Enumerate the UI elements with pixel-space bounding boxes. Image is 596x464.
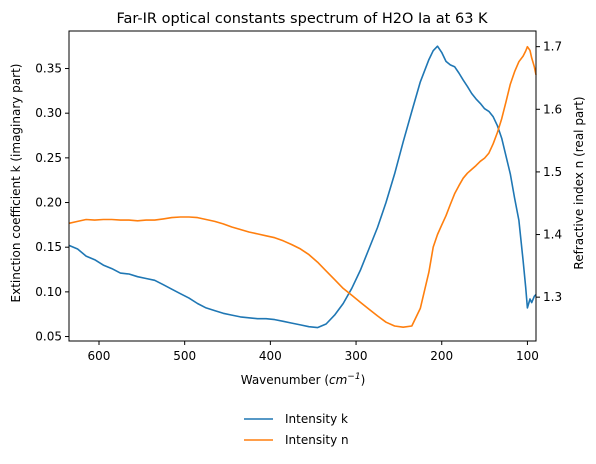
series-line-n — [68, 45, 537, 329]
legend: Intensity k Intensity n — [244, 412, 349, 447]
series-line-k — [68, 45, 537, 329]
y-right-tick-label: 1.5 — [543, 165, 562, 179]
y-left-tick-label: 0.20 — [35, 196, 62, 210]
y-right-tick-label: 1.4 — [543, 228, 562, 242]
y-right-tick-label: 1.6 — [543, 102, 562, 116]
axes: 600 500 400 300 200 100 0.05 0.10 0.15 0.20 0.25 0.… — [35, 30, 562, 363]
y-left-tick-label: 0.15 — [35, 240, 62, 254]
legend-label-n: Intensity n — [285, 433, 349, 447]
x-tick-label: 300 — [345, 349, 368, 363]
x-axis-label: Wavenumber (cm−1) — [241, 372, 366, 387]
x-tick-label: 600 — [88, 349, 111, 363]
y-left-tick-label: 0.10 — [35, 285, 62, 299]
y-right-tick-label: 1.7 — [543, 40, 562, 54]
plot-area — [68, 45, 537, 329]
x-tick-label: 200 — [430, 349, 453, 363]
y-left-tick-label: 0.35 — [35, 62, 62, 76]
x-tick-label: 100 — [516, 349, 539, 363]
y-right-tick-label: 1.3 — [543, 290, 562, 304]
y-left-axis-label: Extinction coefficient k (imaginary part… — [9, 64, 23, 303]
legend-label-k: Intensity k — [285, 412, 348, 426]
y-left-tick-label: 0.05 — [35, 330, 62, 344]
y-left-tick-label: 0.25 — [35, 151, 62, 165]
x-tick-label: 500 — [173, 349, 196, 363]
y-right-axis-label: Refractive index n (real part) — [572, 96, 586, 269]
plot-frame — [68, 30, 537, 342]
y-left-tick-label: 0.30 — [35, 106, 62, 120]
x-tick-label: 400 — [259, 349, 282, 363]
chart-title: Far-IR optical constants spectrum of H2O… — [116, 11, 488, 27]
